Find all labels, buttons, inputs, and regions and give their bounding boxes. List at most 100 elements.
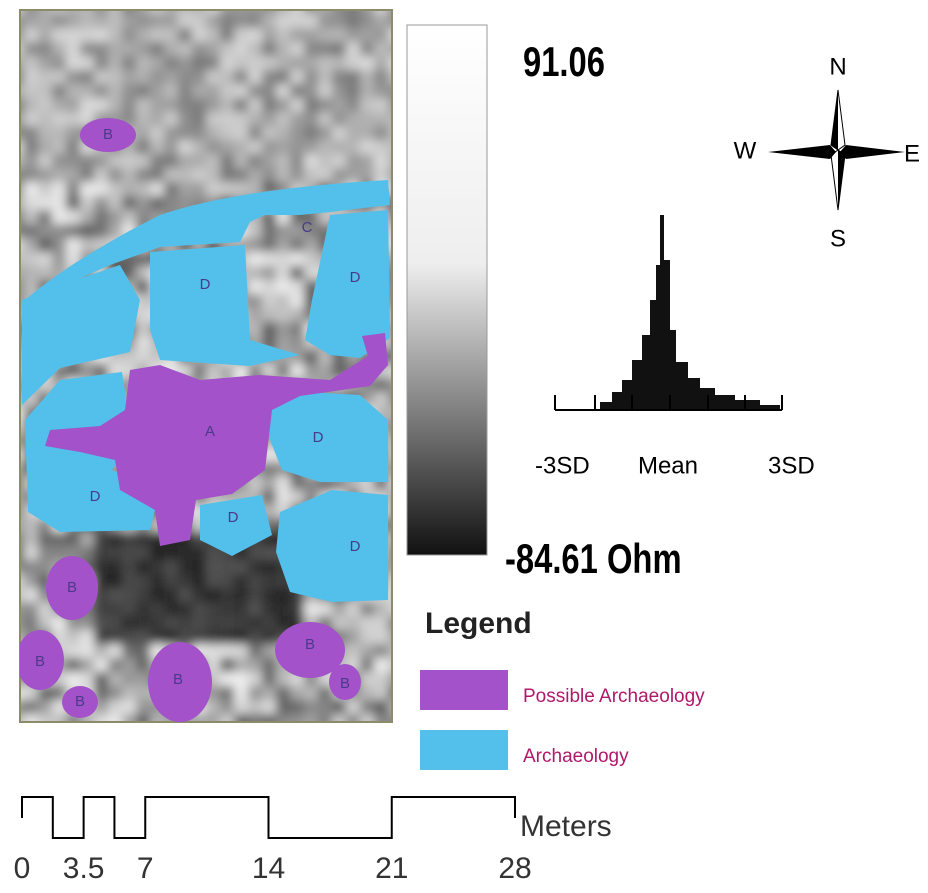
region-label: D (90, 488, 101, 505)
texture-cell (262, 112, 278, 128)
texture-cell (24, 126, 40, 142)
texture-cell (122, 700, 138, 716)
scale-tick-label: 21 (375, 852, 408, 885)
texture-cell (80, 182, 96, 198)
texture-cell (150, 70, 166, 86)
texture-cell (178, 140, 194, 156)
texture-cell (374, 686, 390, 702)
texture-cell (150, 126, 166, 142)
texture-cell (10, 98, 26, 114)
scale-unit: Meters (520, 810, 612, 843)
texture-cell (206, 560, 222, 576)
texture-cell (388, 588, 404, 604)
texture-cell (346, 98, 362, 114)
texture-cell (66, 154, 82, 170)
texture-cell (262, 560, 278, 576)
texture-cell (318, 98, 334, 114)
texture-cell (178, 574, 194, 590)
legend-label: Possible Archaeology (523, 686, 705, 707)
texture-cell (248, 308, 264, 324)
texture-cell (164, 574, 180, 590)
texture-cell (374, 700, 390, 716)
texture-cell (262, 28, 278, 44)
region-label: D (350, 538, 361, 555)
texture-cell (206, 630, 222, 646)
texture-cell (262, 0, 278, 16)
texture-cell (318, 28, 334, 44)
texture-cell (136, 630, 152, 646)
histogram-right-label: 3SD (768, 452, 815, 479)
texture-cell (234, 140, 250, 156)
texture-cell (262, 294, 278, 310)
texture-cell (276, 280, 292, 296)
texture-cell (52, 84, 68, 100)
texture-cell (262, 84, 278, 100)
texture-cell (24, 266, 40, 282)
texture-cell (164, 140, 180, 156)
texture-cell (262, 126, 278, 142)
texture-cell (178, 546, 194, 562)
archaeology-area (276, 490, 388, 602)
texture-cell (234, 630, 250, 646)
texture-cell (108, 196, 124, 212)
texture-cell (234, 672, 250, 688)
texture-cell (66, 224, 82, 240)
texture-cell (248, 126, 264, 142)
texture-cell (80, 630, 96, 646)
texture-cell (136, 168, 152, 184)
texture-cell (346, 602, 362, 618)
texture-cell (192, 42, 208, 58)
texture-cell (318, 168, 334, 184)
texture-cell (24, 546, 40, 562)
texture-cell (220, 84, 236, 100)
texture-cell (346, 56, 362, 72)
texture-cell (80, 658, 96, 674)
texture-cell (248, 322, 264, 338)
texture-cell (332, 28, 348, 44)
texture-cell (24, 28, 40, 44)
texture-cell (24, 532, 40, 548)
texture-cell (374, 602, 390, 618)
texture-cell (52, 224, 68, 240)
texture-cell (136, 112, 152, 128)
texture-cell (136, 42, 152, 58)
texture-cell (122, 588, 138, 604)
texture-cell (136, 308, 152, 324)
texture-cell (248, 672, 264, 688)
texture-cell (290, 168, 306, 184)
texture-cell (388, 406, 404, 422)
texture-cell (332, 126, 348, 142)
texture-cell (234, 616, 250, 632)
texture-cell (248, 14, 264, 30)
texture-cell (248, 602, 264, 618)
texture-cell (122, 0, 138, 16)
texture-cell (164, 588, 180, 604)
texture-cell (122, 210, 138, 226)
texture-cell (108, 616, 124, 632)
texture-cell (52, 56, 68, 72)
texture-cell (360, 42, 376, 58)
texture-cell (192, 546, 208, 562)
texture-cell (66, 238, 82, 254)
texture-cell (290, 70, 306, 86)
texture-cell (304, 56, 320, 72)
texture-cell (24, 154, 40, 170)
texture-cell (234, 84, 250, 100)
texture-cell (234, 98, 250, 114)
texture-cell (346, 700, 362, 716)
texture-cell (388, 630, 404, 646)
texture-cell (248, 644, 264, 660)
texture-cell (360, 28, 376, 44)
texture-cell (150, 630, 166, 646)
texture-cell (10, 546, 26, 562)
texture-cell (136, 560, 152, 576)
texture-cell (192, 616, 208, 632)
texture-cell (94, 672, 110, 688)
texture-cell (346, 14, 362, 30)
texture-cell (388, 644, 404, 660)
texture-cell (220, 602, 236, 618)
texture-cell (290, 322, 306, 338)
scale-tick-label: 14 (252, 852, 285, 885)
texture-cell (248, 630, 264, 646)
